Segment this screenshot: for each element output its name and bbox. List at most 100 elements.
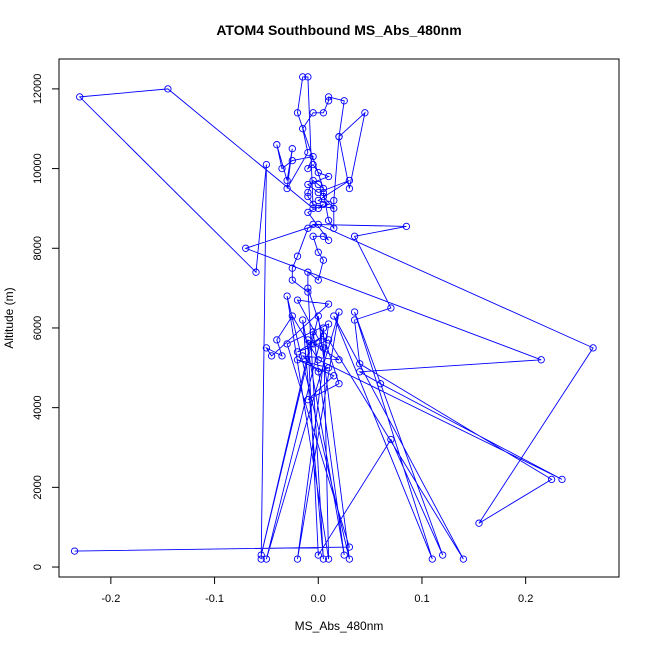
x-tick-label: 0.1 bbox=[414, 593, 429, 605]
data-point bbox=[309, 109, 317, 117]
data-point bbox=[387, 304, 395, 312]
data-point bbox=[309, 232, 317, 240]
data-point bbox=[304, 164, 312, 173]
data-point bbox=[283, 340, 291, 348]
data-point bbox=[314, 180, 322, 189]
data-point bbox=[304, 192, 312, 201]
data-point bbox=[309, 340, 317, 348]
data-point bbox=[350, 316, 359, 324]
data-point bbox=[309, 176, 317, 185]
data-point bbox=[345, 184, 354, 193]
data-point bbox=[319, 324, 328, 332]
data-point bbox=[335, 356, 343, 364]
data-point bbox=[309, 220, 317, 229]
data-point bbox=[314, 196, 322, 205]
data-point bbox=[304, 180, 312, 189]
data-point bbox=[252, 268, 260, 276]
data-point bbox=[278, 352, 286, 360]
data-point bbox=[262, 160, 271, 169]
data-point bbox=[330, 312, 338, 320]
data-point bbox=[309, 328, 317, 336]
x-axis: -0.2 -0.1 0.0 0.1 0.2 bbox=[101, 576, 533, 605]
data-point bbox=[262, 555, 271, 563]
x-tick-label: 0.2 bbox=[518, 593, 533, 605]
data-point bbox=[304, 288, 312, 296]
data-point bbox=[547, 475, 556, 484]
data-point bbox=[319, 109, 328, 117]
data-point bbox=[304, 336, 312, 344]
data-point bbox=[304, 208, 312, 217]
data-point bbox=[387, 435, 395, 444]
data-point bbox=[257, 551, 265, 559]
data-point bbox=[402, 222, 411, 231]
data-point bbox=[288, 156, 296, 165]
data-point bbox=[293, 555, 302, 563]
y-tick-label: 12000 bbox=[32, 74, 44, 105]
data-point bbox=[340, 551, 348, 559]
data-point bbox=[299, 352, 307, 360]
y-axis: 0 2000 4000 6000 8000 10000 12000 bbox=[32, 74, 60, 570]
data-point bbox=[273, 336, 281, 344]
data-point bbox=[319, 192, 328, 201]
data-point bbox=[537, 356, 545, 364]
data-point bbox=[345, 543, 354, 551]
y-tick-label: 8000 bbox=[32, 236, 44, 260]
data-point bbox=[324, 200, 333, 209]
data-point bbox=[267, 352, 276, 360]
data-point bbox=[558, 475, 566, 484]
data-point bbox=[475, 519, 483, 527]
data-point bbox=[324, 97, 333, 105]
data-point bbox=[319, 232, 328, 240]
data-point bbox=[278, 164, 286, 173]
data-point bbox=[350, 308, 359, 316]
data-point bbox=[330, 196, 338, 205]
y-tick-label: 10000 bbox=[32, 153, 44, 184]
data-point bbox=[335, 380, 343, 388]
y-tick-label: 6000 bbox=[32, 316, 44, 340]
data-point bbox=[304, 73, 312, 81]
data-point bbox=[314, 368, 322, 376]
data-point bbox=[356, 368, 364, 376]
data-point bbox=[273, 141, 281, 149]
data-point bbox=[304, 148, 312, 157]
data-point bbox=[335, 308, 343, 316]
data-point bbox=[324, 364, 333, 372]
data-point bbox=[314, 188, 322, 197]
data-point bbox=[314, 276, 322, 284]
data-point bbox=[330, 224, 338, 232]
data-point bbox=[319, 555, 328, 563]
data-point bbox=[589, 344, 597, 352]
y-tick-label: 4000 bbox=[32, 395, 44, 419]
series-line bbox=[74, 76, 594, 560]
data-point bbox=[293, 252, 302, 260]
data-point bbox=[330, 204, 338, 213]
data-point bbox=[345, 176, 354, 185]
data-point bbox=[319, 200, 328, 209]
data-point bbox=[314, 248, 322, 256]
data-point bbox=[293, 296, 302, 304]
data-point bbox=[304, 268, 312, 276]
data-point bbox=[288, 264, 296, 272]
data-point bbox=[324, 555, 333, 563]
data-point bbox=[283, 176, 291, 185]
data-point bbox=[304, 188, 312, 197]
data-point bbox=[293, 109, 302, 117]
data-point bbox=[283, 292, 291, 300]
data-point bbox=[356, 360, 364, 368]
data-point bbox=[324, 320, 333, 328]
data-point bbox=[309, 160, 317, 169]
series bbox=[70, 73, 597, 563]
data-point bbox=[376, 380, 385, 388]
data-point bbox=[314, 356, 322, 364]
data-point bbox=[319, 184, 328, 193]
data-point bbox=[361, 109, 369, 117]
data-point bbox=[242, 244, 250, 252]
data-point bbox=[309, 200, 317, 209]
data-point bbox=[345, 555, 354, 563]
data-point bbox=[293, 348, 302, 356]
data-point bbox=[257, 555, 265, 563]
data-point bbox=[304, 396, 312, 404]
data-point bbox=[340, 97, 348, 105]
data-point bbox=[309, 204, 317, 213]
y-tick-label: 0 bbox=[32, 564, 44, 570]
